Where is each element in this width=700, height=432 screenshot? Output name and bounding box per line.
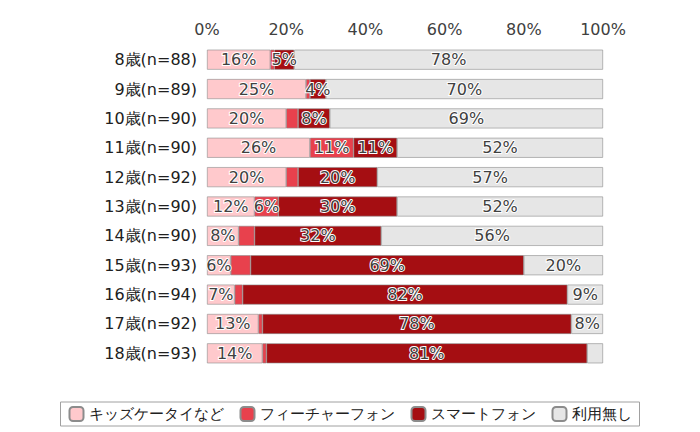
svg-text:20%: 20% xyxy=(546,256,582,275)
svg-text:フィーチャーフォン: フィーチャーフォン xyxy=(260,405,395,423)
svg-text:15歳(n=93): 15歳(n=93) xyxy=(104,256,197,275)
svg-text:80%: 80% xyxy=(506,20,542,39)
svg-text:8%: 8% xyxy=(210,226,235,245)
svg-text:14%: 14% xyxy=(217,344,253,363)
svg-text:16歳(n=94): 16歳(n=94) xyxy=(104,285,197,304)
svg-text:8歳(n=88): 8歳(n=88) xyxy=(114,50,197,69)
svg-text:11%: 11% xyxy=(314,138,350,157)
svg-text:25%: 25% xyxy=(239,80,275,99)
svg-text:56%: 56% xyxy=(474,226,510,245)
svg-text:11%: 11% xyxy=(358,138,394,157)
svg-text:5%: 5% xyxy=(272,50,297,69)
svg-text:利用無し: 利用無し xyxy=(572,405,632,423)
svg-text:57%: 57% xyxy=(472,168,508,187)
svg-text:69%: 69% xyxy=(369,256,405,275)
svg-text:52%: 52% xyxy=(482,197,518,216)
svg-text:10歳(n=90): 10歳(n=90) xyxy=(104,109,197,128)
svg-text:60%: 60% xyxy=(427,20,463,39)
svg-text:20%: 20% xyxy=(229,109,265,128)
svg-text:69%: 69% xyxy=(449,109,485,128)
svg-text:40%: 40% xyxy=(348,20,384,39)
svg-text:8%: 8% xyxy=(301,109,326,128)
svg-text:20%: 20% xyxy=(320,168,356,187)
svg-text:11歳(n=90): 11歳(n=90) xyxy=(104,138,197,157)
svg-text:82%: 82% xyxy=(387,285,423,304)
svg-text:0%: 0% xyxy=(194,20,219,39)
svg-text:スマートフォン: スマートフォン xyxy=(431,405,536,423)
svg-text:6%: 6% xyxy=(254,197,279,216)
svg-text:12歳(n=92): 12歳(n=92) xyxy=(104,168,197,187)
svg-text:16%: 16% xyxy=(221,50,257,69)
svg-text:6%: 6% xyxy=(206,256,231,275)
svg-text:100%: 100% xyxy=(580,20,626,39)
svg-text:12%: 12% xyxy=(213,197,249,216)
svg-text:9歳(n=89): 9歳(n=89) xyxy=(114,80,197,99)
svg-text:52%: 52% xyxy=(482,138,518,157)
svg-text:26%: 26% xyxy=(241,138,277,157)
svg-text:17歳(n=92): 17歳(n=92) xyxy=(104,314,197,333)
svg-text:14歳(n=90): 14歳(n=90) xyxy=(104,226,197,245)
svg-text:20%: 20% xyxy=(268,20,304,39)
svg-text:70%: 70% xyxy=(447,80,483,99)
svg-text:32%: 32% xyxy=(300,226,336,245)
svg-text:4%: 4% xyxy=(305,80,330,99)
svg-text:78%: 78% xyxy=(399,314,435,333)
svg-text:8%: 8% xyxy=(574,314,599,333)
svg-text:81%: 81% xyxy=(409,344,445,363)
svg-text:13歳(n=90): 13歳(n=90) xyxy=(104,197,197,216)
svg-text:30%: 30% xyxy=(320,197,356,216)
svg-text:7%: 7% xyxy=(208,285,233,304)
svg-text:20%: 20% xyxy=(229,168,265,187)
svg-text:78%: 78% xyxy=(431,50,467,69)
svg-text:9%: 9% xyxy=(572,285,597,304)
svg-text:18歳(n=93): 18歳(n=93) xyxy=(104,344,197,363)
svg-text:キッズケータイなど: キッズケータイなど xyxy=(89,405,224,423)
svg-text:13%: 13% xyxy=(215,314,251,333)
